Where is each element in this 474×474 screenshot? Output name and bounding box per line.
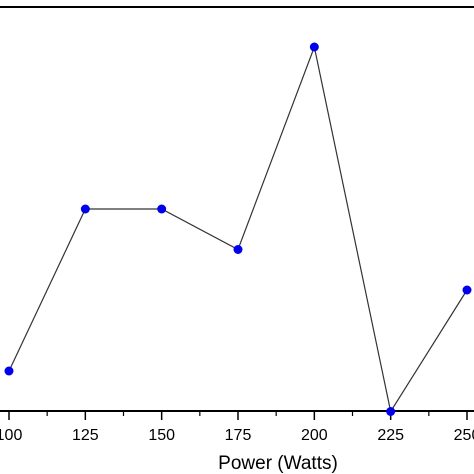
x-tick-label: 225	[377, 427, 404, 444]
x-tick-label: 100	[0, 427, 22, 444]
data-point	[80, 204, 90, 214]
x-tick-label: 150	[148, 427, 175, 444]
data-point	[309, 42, 319, 52]
x-tick-label: 200	[301, 427, 328, 444]
data-point	[157, 204, 167, 214]
data-point	[4, 366, 14, 376]
data-point	[233, 245, 243, 254]
series-line	[8, 44, 468, 414]
x-tick-label: 250	[454, 427, 474, 444]
data-point	[462, 285, 472, 295]
x-tick-label: 125	[72, 427, 99, 444]
x-axis-title: Power (Watts)	[218, 453, 338, 474]
x-tick-label: 175	[225, 427, 252, 444]
data-point	[386, 407, 396, 416]
